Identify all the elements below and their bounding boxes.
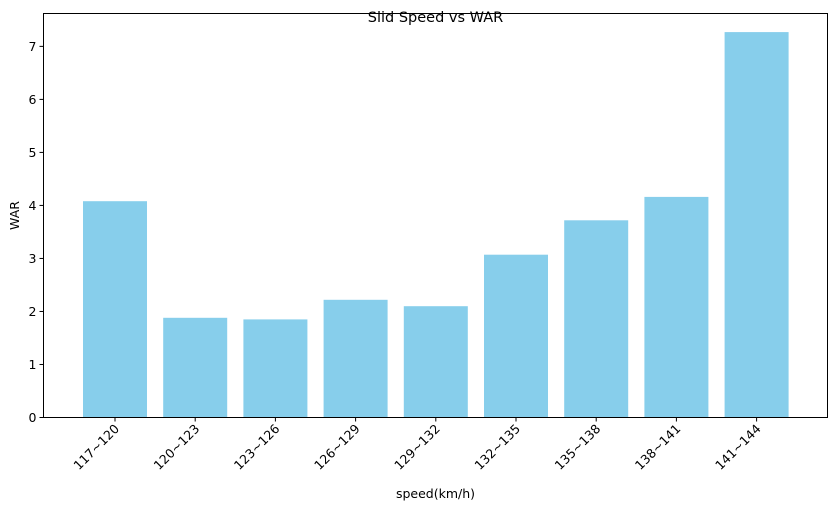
x-tick-label: 138~141 [632,421,684,473]
bar-123~126 [243,319,308,418]
x-axis-label: speed(km/h) [396,486,475,501]
y-tick-label: 7 [29,39,37,54]
bar-129~132 [403,306,468,418]
bar-138~141 [644,196,709,418]
x-tick-label: 117~120 [70,421,122,473]
x-axis-ticks: 117~120 120~123 123~126 126~129 129~132 132~1… [70,417,764,473]
x-tick-label: 132~135 [471,421,523,473]
y-axis-ticks: 0 1 2 3 4 5 6 7 [29,39,44,425]
bar-117~120 [83,201,147,418]
y-tick-label: 6 [29,92,37,107]
bar-126~129 [323,299,388,418]
bar-135~138 [564,220,629,418]
y-tick-label: 2 [29,304,37,319]
x-tick-label: 126~129 [311,421,363,473]
x-tick-label: 120~123 [151,421,203,473]
x-tick-label: 135~138 [552,421,604,473]
y-tick-label: 3 [29,251,37,266]
chart-title: Slid Speed vs WAR [368,10,503,26]
plot-frame [43,13,828,418]
x-tick-label: 129~132 [391,421,443,473]
y-tick-label: 4 [29,198,37,213]
bar-120~123 [163,317,228,418]
y-axis-label: WAR [7,201,22,230]
y-tick-label: 5 [29,145,37,160]
bar-141~144 [724,32,789,418]
x-tick-label: 123~126 [231,421,283,473]
x-tick-label: 141~144 [712,421,764,473]
y-tick-label: 0 [29,410,37,425]
bar-132~135 [484,254,548,418]
y-tick-label: 1 [29,357,37,372]
bars-group [83,32,789,418]
